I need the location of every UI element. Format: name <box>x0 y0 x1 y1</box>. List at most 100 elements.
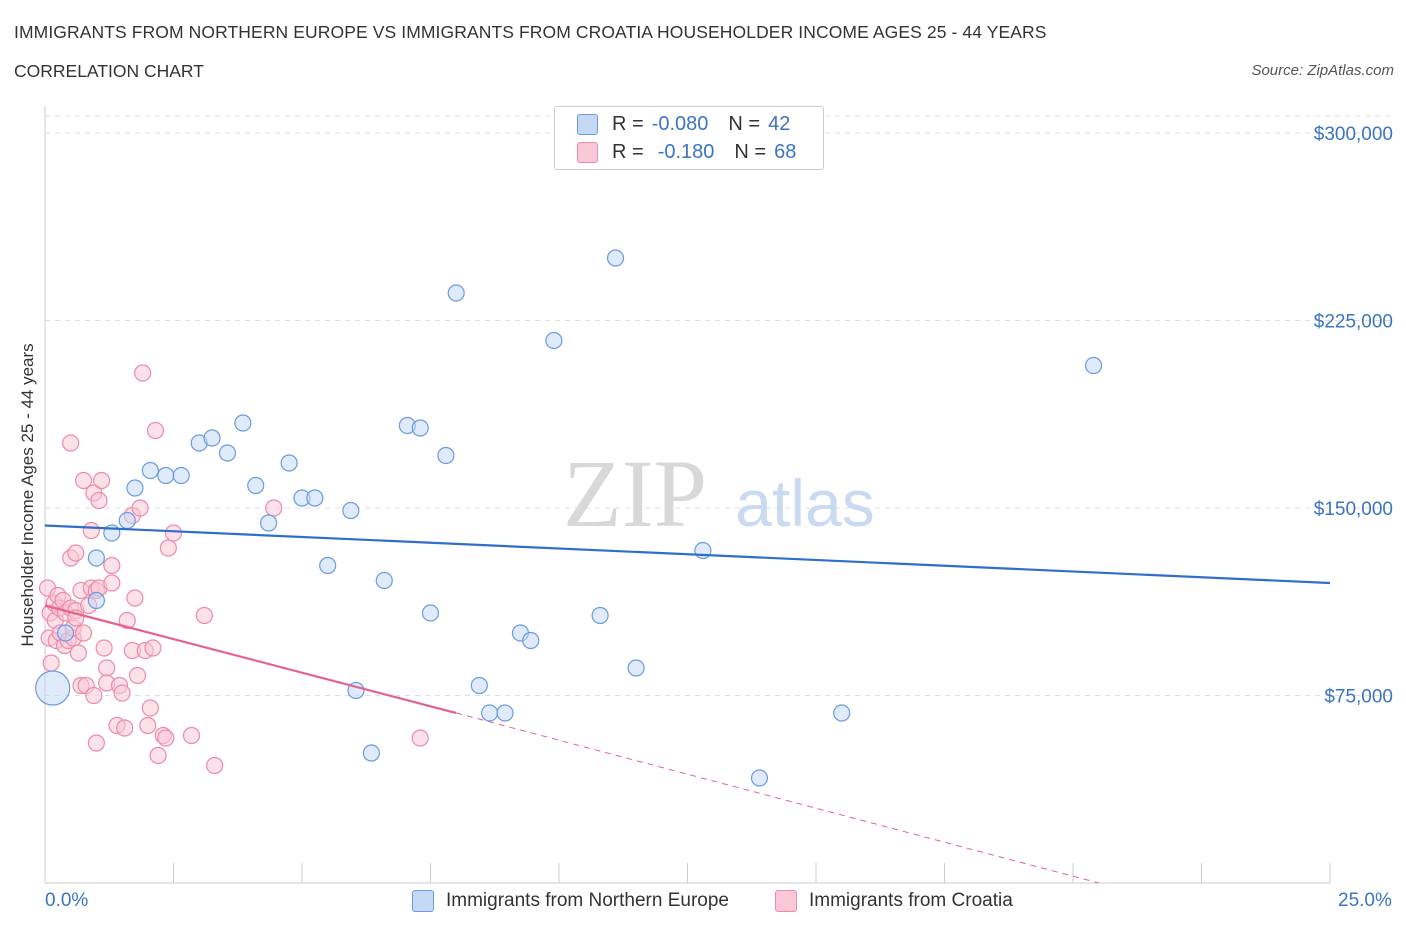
croatia-point <box>67 544 85 562</box>
northern-europe-point <box>833 704 851 722</box>
legend-r-value: -0.180 <box>657 140 715 163</box>
northern-europe-point <box>481 704 499 722</box>
legend-n-label: N = <box>734 140 767 163</box>
northern-europe-point <box>306 489 324 507</box>
croatia-point <box>87 734 106 752</box>
croatia-point <box>182 726 201 745</box>
northern-europe-point <box>218 444 237 462</box>
northern-europe-point <box>421 604 440 622</box>
croatia-point <box>118 611 136 630</box>
northern-europe-point <box>606 249 625 267</box>
x-tick-min: 0.0% <box>45 890 89 911</box>
northern-europe-point <box>280 454 298 472</box>
legend-n-value: 68 <box>774 140 797 163</box>
chart-title: IMMIGRANTS FROM NORTHERN EUROPE VS IMMIG… <box>14 22 1047 42</box>
northern-europe-point <box>126 479 144 497</box>
croatia-point <box>103 574 121 592</box>
northern-europe-point <box>234 414 252 432</box>
northern-europe-point <box>342 501 360 520</box>
croatia-point <box>42 654 60 672</box>
northern-europe-point <box>141 461 159 480</box>
bottom-legend-label: Immigrants from Northern Europe <box>446 890 729 911</box>
x-tick-max: 25.0% <box>1338 890 1392 911</box>
croatia-point <box>62 434 80 452</box>
northern-europe-point <box>157 466 175 485</box>
bottom-legend-swatch-pink <box>775 890 797 912</box>
axes <box>44 106 1331 884</box>
watermark-atlas: atlas <box>735 466 874 540</box>
northern-europe-point <box>437 446 455 465</box>
northern-europe-point <box>35 670 71 706</box>
croatia-point <box>164 524 183 542</box>
croatia-point <box>116 719 134 737</box>
northern-europe-point <box>750 769 769 787</box>
grid-lines <box>45 115 1390 696</box>
northern-europe-point <box>496 704 514 722</box>
croatia-point <box>159 539 177 557</box>
croatia-point <box>411 729 429 747</box>
croatia-point <box>139 716 157 735</box>
y-tick-label: $300,000 <box>1314 124 1393 145</box>
croatia-point <box>74 624 93 642</box>
northern-europe-point <box>545 331 563 350</box>
northern-europe-points <box>35 249 1103 787</box>
northern-europe-point <box>411 419 429 437</box>
croatia-point <box>92 471 111 490</box>
legend-row-croatia: R = -0.180 N = 68 <box>577 140 796 164</box>
croatia-point <box>69 644 88 662</box>
croatia-point <box>113 684 131 702</box>
croatia-point <box>265 499 283 517</box>
source-note: Source: ZipAtlas.com <box>1251 62 1394 79</box>
northern-europe-point <box>259 514 278 532</box>
croatia-point <box>85 686 103 705</box>
legend-r-label: R = <box>612 140 644 163</box>
bottom-legend-northern-europe: Immigrants from Northern Europe <box>412 888 729 914</box>
watermark: ZIP atlas <box>563 440 875 547</box>
northern-europe-point <box>591 606 609 625</box>
legend-swatch-blue <box>577 113 598 135</box>
bottom-legend-croatia: Immigrants from Croatia <box>775 888 1013 914</box>
northern-europe-trend-line <box>44 524 1331 585</box>
legend-n-label: N = <box>728 112 761 135</box>
northern-europe-point <box>362 744 380 762</box>
y-tick-label: $225,000 <box>1314 312 1393 333</box>
croatia-point <box>141 699 159 717</box>
croatia-point <box>131 499 149 517</box>
croatia-points <box>38 364 429 775</box>
croatia-point <box>134 364 152 382</box>
croatia-point <box>126 589 144 607</box>
y-tick-labels: $75,000 $150,000 $225,000 $300,000 <box>1314 124 1393 708</box>
legend-r-label: R = <box>612 112 644 135</box>
northern-europe-point <box>522 631 540 650</box>
chart-subtitle: CORRELATION CHART <box>14 61 204 81</box>
croatia-trend-line <box>44 604 457 715</box>
y-tick-label: $75,000 <box>1324 687 1393 708</box>
northern-europe-point <box>87 591 106 610</box>
croatia-point <box>146 421 165 440</box>
croatia-trend-extension <box>456 712 1099 884</box>
bottom-legend-label: Immigrants from Croatia <box>809 890 1013 911</box>
y-tick-label: $150,000 <box>1314 499 1393 520</box>
northern-europe-point <box>1084 356 1103 375</box>
legend-n-value: 42 <box>768 112 791 135</box>
croatia-point <box>74 471 93 490</box>
croatia-point <box>149 746 167 765</box>
legend-row-northern-europe: R = -0.080 N = 42 <box>577 112 790 136</box>
croatia-point <box>144 639 162 657</box>
croatia-point <box>157 729 175 747</box>
northern-europe-point <box>247 476 265 495</box>
legend-swatch-pink <box>577 141 598 163</box>
northern-europe-point <box>470 676 488 695</box>
correlation-legend: R = -0.080 N = 42 R = -0.180 N = 68 <box>554 106 824 170</box>
bottom-legend-swatch-blue <box>412 890 434 912</box>
northern-europe-point <box>172 466 190 485</box>
northern-europe-point <box>203 429 221 447</box>
northern-europe-point <box>319 556 337 575</box>
trend-lines <box>44 524 1331 884</box>
northern-europe-point <box>87 549 106 567</box>
northern-europe-point <box>118 511 136 530</box>
croatia-point <box>98 659 116 677</box>
northern-europe-point <box>447 284 465 302</box>
croatia-point <box>82 521 100 540</box>
